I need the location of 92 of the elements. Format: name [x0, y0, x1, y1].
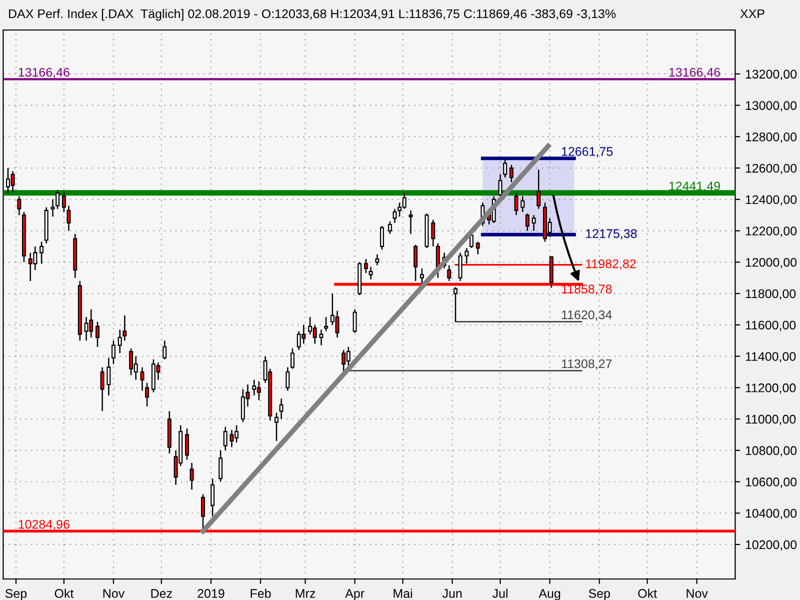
x-tick-label: 2019 — [198, 589, 224, 598]
candlestick — [100, 366, 104, 412]
ref-line-label: 11858,78 — [562, 284, 612, 295]
candlestick — [454, 286, 458, 322]
candlestick — [503, 158, 508, 178]
candlestick — [319, 328, 324, 346]
candlestick — [118, 328, 122, 354]
candlestick — [458, 252, 462, 282]
candlestick — [498, 174, 502, 197]
candlestick — [352, 308, 357, 334]
chart-title: DAX Perf. Index [.DAX Täglich] 02.08.2019 - O:12033,68 H:12034,91 L:11836,75 C:11869,46 -383,69 -3,13% — [9, 9, 616, 21]
candlestick — [218, 450, 223, 482]
candlestick — [476, 241, 480, 255]
candlestick — [525, 212, 530, 232]
candlestick — [514, 192, 518, 216]
candlestick — [210, 478, 215, 517]
y-tick-label: 10600,00 — [746, 478, 797, 488]
text: 13166,46 — [669, 68, 720, 78]
x-tick-label: Sep — [588, 589, 610, 600]
candlestick — [380, 225, 384, 250]
text: XXP — [740, 9, 764, 18]
ref-line-label: 11982,82 — [586, 259, 636, 270]
ref-line-label: 11308,27 — [562, 359, 612, 370]
x-tick-label: Feb — [250, 588, 271, 598]
x-tick-label: Apr — [345, 589, 364, 600]
y-tick-label: 13200,00 — [746, 70, 797, 80]
ref-line-label: 13166,46 — [18, 68, 70, 78]
x-tick-label: Mai — [394, 588, 412, 598]
candlestick — [388, 220, 392, 235]
candlestick — [364, 258, 368, 274]
y-tick-label: 13000,00 — [746, 101, 797, 112]
ref-line-label: 11620,34 — [562, 310, 612, 321]
candlestick — [66, 205, 71, 232]
candlestick — [375, 254, 380, 266]
y-tick-label: 10200,00 — [746, 540, 797, 551]
ref-line-label: 12661,75 — [562, 147, 613, 158]
candlestick — [56, 189, 60, 210]
candlestick — [509, 164, 514, 183]
x-tick-label: Nov — [103, 589, 125, 598]
candlestick — [145, 382, 150, 408]
y-tick-label: 12000,00 — [746, 258, 797, 268]
y-tick-label: 11400,00 — [746, 352, 796, 362]
y-tick-label: 11000,00 — [746, 414, 796, 426]
candlestick — [324, 316, 328, 332]
ref-line-label: 12175,38 — [586, 229, 637, 240]
candlestick — [111, 340, 116, 365]
y-tick-label: 11200,00 — [746, 383, 796, 394]
x-tick-label: Jun — [442, 589, 462, 598]
x-tick-label: Dez — [151, 589, 172, 598]
x-tick-label: Aug — [538, 589, 560, 600]
candlestick — [274, 412, 278, 442]
y-tick-label: 12800,00 — [746, 132, 797, 143]
candlestick — [40, 241, 44, 264]
candlestick — [185, 428, 189, 460]
y-tick-label: 10800,00 — [746, 446, 797, 457]
y-tick-label: 11800,00 — [746, 289, 796, 300]
candlestick — [392, 208, 397, 224]
candlestick — [162, 340, 167, 360]
x-tick-label: Okt — [638, 588, 657, 598]
y-tick-label: 12200,00 — [746, 226, 797, 237]
x-tick-label: Okt — [54, 588, 74, 598]
candlestick — [106, 357, 111, 396]
candlestick — [140, 366, 144, 392]
candlestick — [190, 462, 194, 490]
candlestick — [431, 219, 436, 248]
candlestick — [96, 321, 100, 348]
candlestick — [447, 264, 452, 282]
y-tick-label: 12400,00 — [746, 195, 797, 206]
candlestick — [62, 190, 66, 213]
candlestick — [536, 168, 541, 210]
candlestick — [50, 198, 55, 218]
candlestick — [122, 314, 127, 342]
x-tick-label: Jul — [492, 588, 508, 598]
x-tick-label: Mrz — [296, 589, 316, 598]
y-tick-label: 11600,00 — [746, 320, 796, 332]
candlestick — [223, 426, 228, 451]
candlestick — [408, 210, 413, 235]
ref-line-label: 10284,96 — [18, 520, 70, 530]
candlestick — [368, 266, 373, 280]
candlestick — [286, 366, 290, 392]
x-tick-label: Sep — [5, 589, 27, 600]
candlestick — [17, 196, 22, 216]
y-tick-label: 10400,00 — [746, 508, 797, 520]
candlestick — [520, 196, 525, 213]
candlestick — [532, 214, 536, 232]
y-tick-label: 12600,00 — [746, 164, 797, 174]
candlestick — [414, 244, 418, 282]
ref-line-label: 12441,49 — [669, 182, 720, 192]
candlestick — [464, 247, 469, 264]
candlestick — [290, 348, 294, 370]
candlestick — [279, 398, 284, 420]
x-tick-label: Nov — [686, 589, 708, 598]
